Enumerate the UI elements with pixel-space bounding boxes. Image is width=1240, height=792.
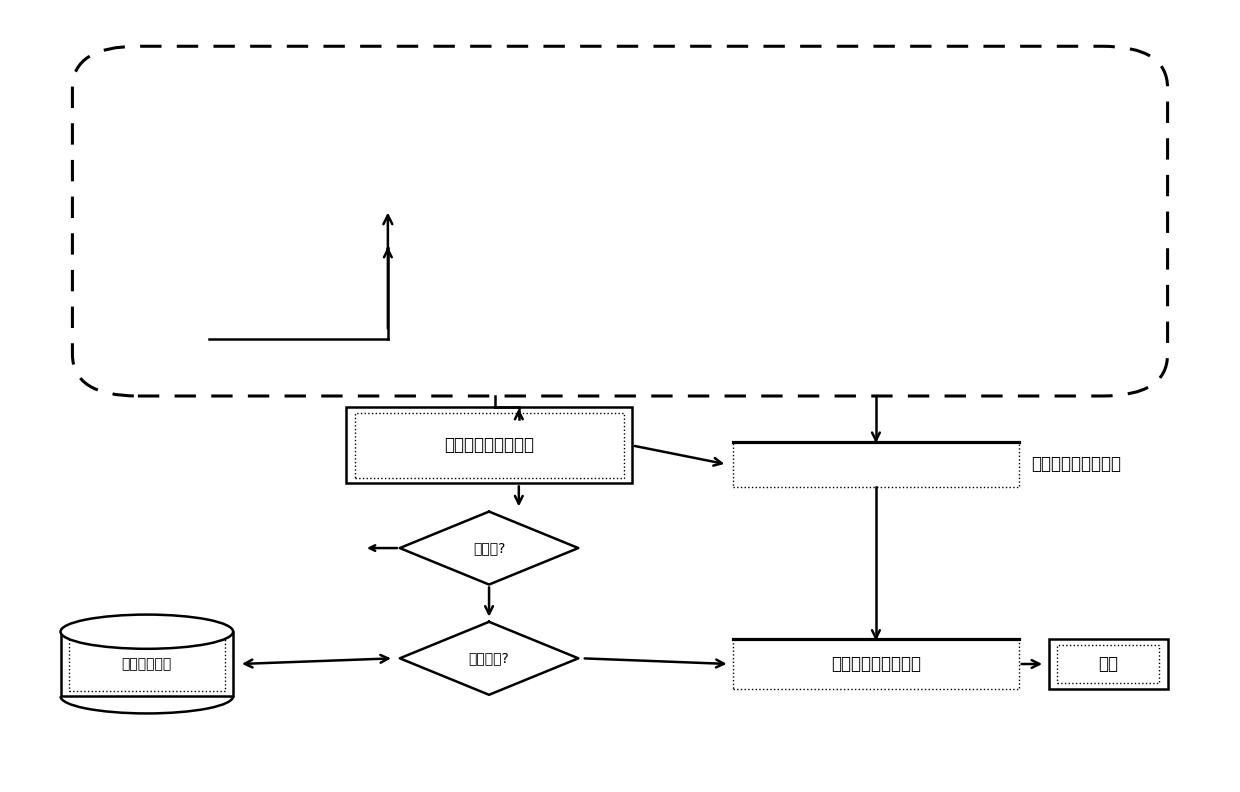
Text: 关键帧数据库: 关键帧数据库 xyxy=(122,657,172,671)
Bar xyxy=(61,632,233,696)
Text: 紧耦合的非线性优化: 紧耦合的非线性优化 xyxy=(1030,455,1121,474)
Bar xyxy=(355,413,624,478)
Bar xyxy=(733,639,1019,689)
Bar xyxy=(1049,639,1168,689)
Bar xyxy=(733,442,1019,487)
Text: 回环检测?: 回环检测? xyxy=(469,651,510,665)
Bar xyxy=(1056,645,1159,683)
Text: 建图: 建图 xyxy=(1099,655,1118,673)
Ellipse shape xyxy=(61,615,233,649)
Text: 重定位与位姿图优化: 重定位与位姿图优化 xyxy=(831,655,921,673)
FancyBboxPatch shape xyxy=(72,46,1168,396)
Bar xyxy=(69,637,224,691)
Text: 视觉惯性联合初始化: 视觉惯性联合初始化 xyxy=(444,436,534,455)
Text: 关键帧?: 关键帧? xyxy=(472,541,505,555)
Bar xyxy=(346,407,632,483)
